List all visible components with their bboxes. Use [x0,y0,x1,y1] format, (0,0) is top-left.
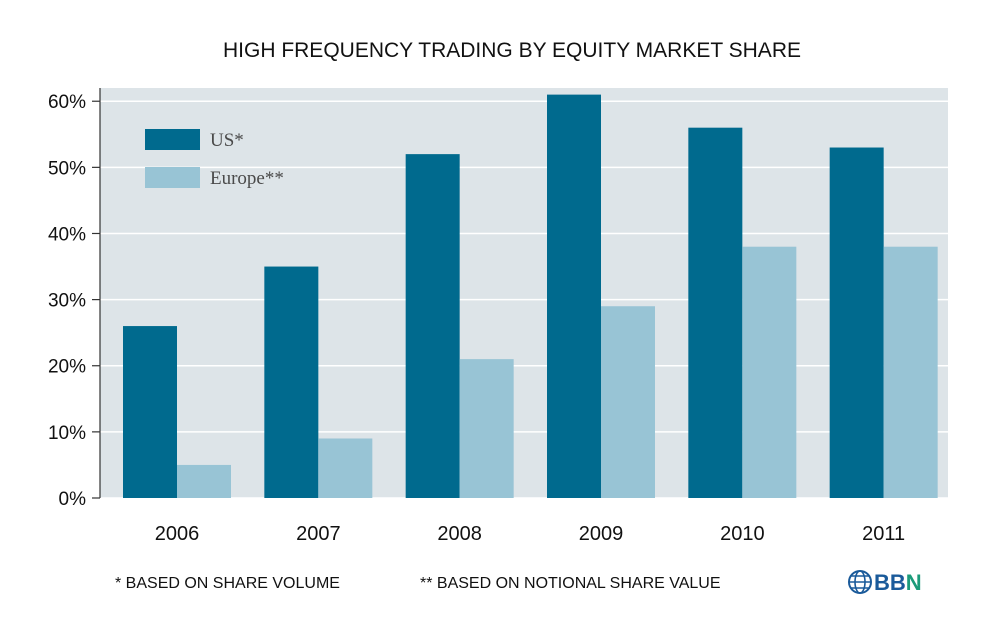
bar-us-2006 [123,326,177,498]
chart-title: HIGH FREQUENCY TRADING BY EQUITY MARKET … [223,39,801,62]
bar-europe-2006 [177,464,231,498]
bar-europe-2008 [459,359,514,498]
y-tick-label: 40% [48,224,86,245]
plot-area [100,88,948,498]
bbn-logo: BBN [848,570,922,595]
x-tick-label: 2006 [155,523,200,545]
y-tick-label: 50% [48,158,86,179]
bar-europe-2007 [318,438,373,498]
bar-us-2011 [829,147,884,499]
y-tick-label: 30% [48,291,86,312]
x-tick-label: 2007 [296,523,341,545]
y-tick-label: 20% [48,357,86,378]
logo-text: BBN [874,570,922,595]
y-axis: 0% 10% 20% 30% 40% 50% 60% [48,88,101,510]
legend-swatch-us [145,129,200,150]
bar-us-2008 [405,154,460,498]
x-tick-label: 2010 [720,523,765,545]
footnote-us: * BASED ON SHARE VOLUME [115,575,340,592]
x-tick-label: 2011 [862,523,905,545]
footnote-europe: ** BASED ON NOTIONAL SHARE VALUE [420,575,721,592]
x-axis: 2006 2007 2008 2009 2010 2011 [155,523,905,545]
bar-europe-2010 [742,246,797,498]
y-tick-label: 0% [59,489,87,510]
x-tick-label: 2009 [579,523,624,545]
bar-us-2009 [547,94,601,498]
bar-us-2007 [264,266,319,498]
legend-swatch-europe [145,167,200,188]
legend-label-europe: Europe** [210,168,284,189]
bar-us-2010 [688,127,743,498]
y-tick-label: 60% [48,92,86,113]
x-tick-label: 2008 [437,523,482,545]
y-tick-label: 10% [48,423,86,444]
legend: US* Europe** [145,129,284,189]
bar-europe-2011 [883,246,938,498]
bars [123,94,938,499]
grid [100,100,948,499]
globe-icon [848,570,872,594]
bar-europe-2009 [601,306,655,498]
legend-label-us: US* [210,130,244,151]
